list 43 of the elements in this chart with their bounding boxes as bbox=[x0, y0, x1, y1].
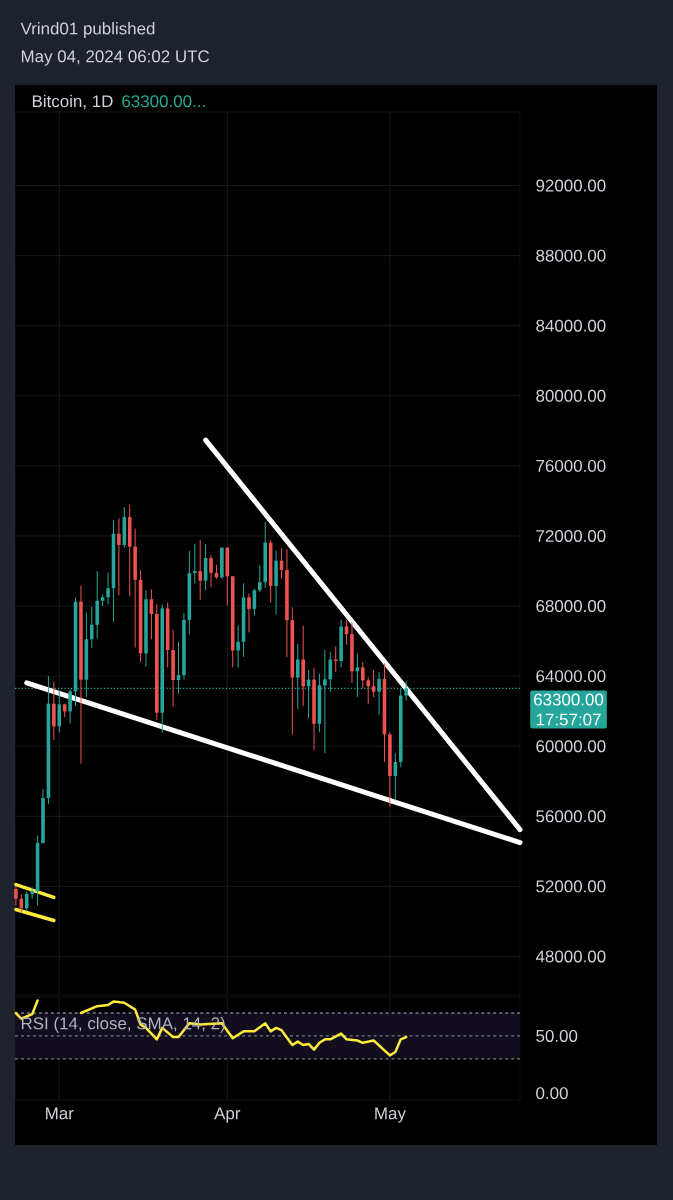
candlestick bbox=[209, 554, 213, 588]
candlestick bbox=[95, 570, 99, 639]
candlestick bbox=[236, 624, 240, 669]
x-tick-label: Apr bbox=[214, 1107, 241, 1123]
candlestick bbox=[404, 680, 408, 702]
y-tick-label: 68000.00 bbox=[536, 600, 606, 613]
text: 17:57:07 bbox=[536, 713, 601, 726]
candlestick bbox=[68, 689, 72, 724]
y-tick-label: 80000.00 bbox=[536, 389, 606, 402]
text: Vrind01 published bbox=[20, 22, 155, 38]
candlestick bbox=[57, 690, 62, 734]
candlestick bbox=[198, 539, 202, 601]
candlestick bbox=[247, 592, 251, 633]
candlestick bbox=[333, 645, 338, 673]
y-tick-label: 50.00 bbox=[536, 1029, 578, 1042]
text: May 04, 2024 06:02 UTC bbox=[21, 50, 210, 66]
ref-line-label: 63300.00 bbox=[534, 693, 604, 706]
x-tick-label: Mar bbox=[46, 1107, 74, 1120]
candlestick bbox=[106, 572, 110, 605]
candlestick bbox=[258, 564, 262, 593]
y-tick-label: 88000.00 bbox=[536, 249, 606, 262]
y-tick-label: 64000.00 bbox=[536, 670, 606, 683]
y-tick-label: 60000.00 bbox=[536, 740, 606, 753]
y-tick-label: 52000.00 bbox=[536, 880, 606, 893]
candlestick bbox=[90, 605, 94, 649]
chart-subtitle: 63300.00... bbox=[122, 95, 205, 108]
y-tick-label: 56000.00 bbox=[536, 810, 606, 823]
y-tick-label: 84000.00 bbox=[536, 319, 606, 332]
y-tick-label: 76000.00 bbox=[536, 459, 606, 472]
y-tick-label: 48000.00 bbox=[535, 950, 606, 963]
candlestick bbox=[361, 661, 365, 689]
y-tick-label: 0.00 bbox=[536, 1087, 568, 1100]
y-tick-label: 72000.00 bbox=[536, 529, 606, 542]
candlestick bbox=[366, 677, 371, 705]
candlestick bbox=[24, 891, 29, 912]
candlestick bbox=[52, 681, 56, 741]
y-tick-label: 92000.00 bbox=[536, 179, 606, 192]
chart-title: Bitcoin, 1D bbox=[32, 94, 113, 110]
candlestick bbox=[14, 885, 18, 907]
candlestick bbox=[117, 517, 121, 596]
x-tick-label: May bbox=[375, 1107, 406, 1123]
candlestick bbox=[192, 543, 197, 585]
candlestick bbox=[371, 669, 376, 698]
